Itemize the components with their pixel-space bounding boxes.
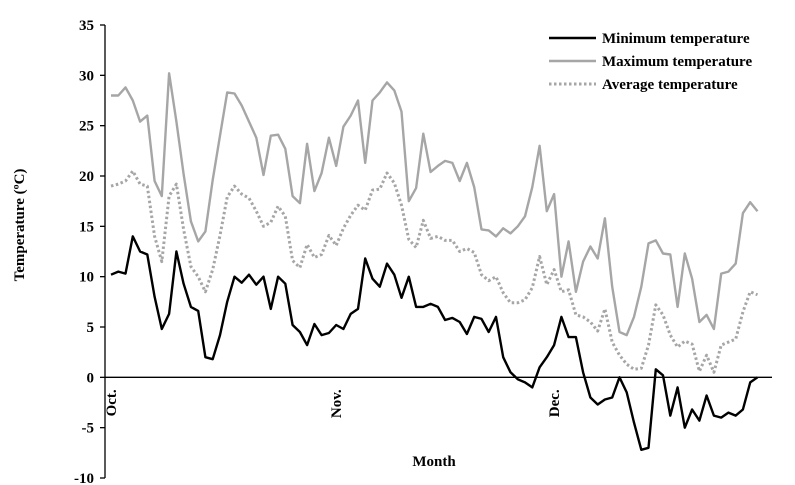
x-tick-label: Nov.	[329, 389, 345, 418]
y-tick-label: 15	[79, 219, 94, 235]
series-line-maximum	[111, 72, 759, 337]
y-tick-label: 20	[79, 169, 94, 185]
y-tick-label: 30	[79, 68, 94, 84]
x-axis: Oct. Nov. Dec.	[104, 376, 772, 418]
y-tick-label: 10	[79, 270, 94, 286]
legend-label: Maximum temperature	[602, 54, 752, 70]
y-tick-label: -5	[82, 421, 95, 437]
x-axis-title: Month	[412, 454, 456, 470]
y-tick-label: 0	[87, 370, 95, 386]
y-tick-label: 25	[79, 119, 94, 135]
legend-label: Minimum temperature	[602, 31, 750, 47]
legend-label: Average temperature	[602, 77, 738, 93]
series-layer	[110, 72, 759, 451]
legend: Minimum temperature Maximum temperature Av…	[549, 31, 752, 93]
y-tick-label: 5	[87, 320, 95, 336]
y-axis-title: Temperature (ºC)	[12, 169, 28, 282]
series-line-minimum	[110, 235, 759, 451]
series-line-average	[110, 169, 759, 374]
x-tick-label: Oct.	[104, 389, 120, 416]
x-tick-label: Dec.	[547, 389, 563, 417]
y-tick-label: 35	[79, 18, 94, 34]
y-tick-label: -10	[74, 471, 94, 485]
y-axis: -10 -5 0 5 10 15 20 25 30 35	[74, 18, 106, 485]
